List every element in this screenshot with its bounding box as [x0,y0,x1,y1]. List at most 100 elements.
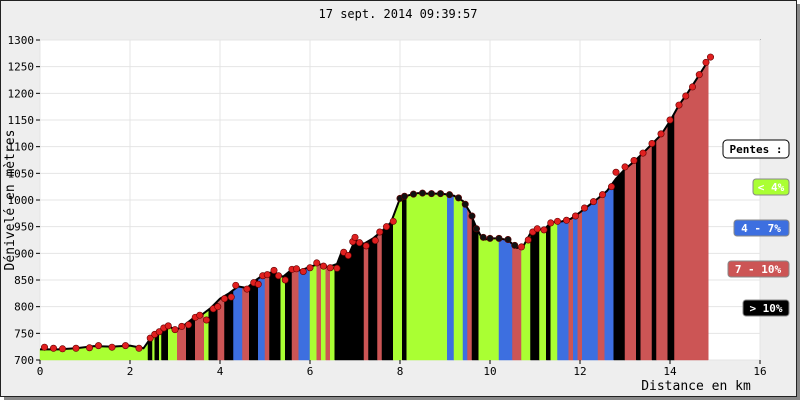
profile-marker [562,216,570,224]
profile-marker [344,251,352,259]
y-tick-label: 950 [14,221,34,234]
x-tick-label: 0 [37,365,44,378]
profile-marker [511,241,519,249]
profile-marker [648,139,656,147]
slope-segment [325,266,331,361]
profile-marker [675,101,683,109]
profile-marker [479,233,487,241]
slope-segment [316,263,322,361]
profile-marker [702,58,710,66]
slope-segment [471,216,479,361]
slope-segment [624,158,637,361]
profile-marker [274,272,282,280]
profile-marker [621,163,629,171]
slope-segment [309,264,317,361]
profile-marker [108,343,116,351]
profile-marker [598,191,606,199]
slope-segment [264,272,270,361]
slope-segment [546,221,551,361]
profile-marker [95,342,103,350]
profile-marker [580,204,588,212]
profile-marker [461,200,469,208]
profile-marker [495,234,503,242]
x-tick-label: 12 [573,365,586,378]
profile-marker [122,342,130,350]
y-axis-ticks: 700 750 800 850 900 950 1000 1050 1100 1150 1200 12… [8,34,40,367]
slope-segment [233,286,243,361]
slope-areas [39,59,709,361]
profile-marker [589,198,597,206]
profile-marker [254,280,262,288]
y-tick-label: 900 [14,247,34,260]
y-tick-label: 1000 [8,194,35,207]
profile-marker [270,266,278,274]
y-tick-label: 1250 [8,61,35,74]
x-axis-label: Distance en km [641,379,751,394]
x-tick-label: 8 [397,365,404,378]
slope-segment [363,240,369,361]
profile-marker [263,271,271,279]
legend-swatch-4-7 [733,219,790,237]
profile-marker [504,235,512,243]
profile-marker [486,234,494,242]
x-axis-ticks: 0 2 4 6 8 10 12 14 16 [37,360,767,378]
frame-shadow-right [797,4,800,400]
slope-segment [298,266,311,361]
profile-marker [524,236,532,244]
profile-marker [319,262,327,270]
profile-marker [243,285,251,293]
slope-segment [249,277,259,361]
slope-segment [498,238,513,361]
profile-marker [155,328,163,336]
x-tick-label: 2 [127,365,134,378]
slope-segment [368,234,378,361]
y-tick-label: 1050 [8,167,35,180]
slope-segment [321,264,326,361]
slope-segment [269,271,281,361]
slope-segment [582,197,599,361]
profile-marker [540,226,548,234]
profile-marker [400,192,408,200]
profile-marker [203,316,211,324]
profile-marker [454,194,462,202]
profile-marker [49,344,57,352]
profile-marker [688,83,696,91]
y-tick-label: 800 [14,301,34,314]
profile-marker [445,191,453,199]
slope-segment [406,192,448,361]
legend-label-7-10: 7 - 10% [735,263,782,276]
frame-shadow-bottom [4,397,800,400]
profile-marker [362,242,370,250]
slope-segment [613,168,626,361]
profile-marker [607,183,615,191]
slope-segment [467,207,473,361]
y-tick-label: 750 [14,327,34,340]
legend-swatch-7-10 [727,260,790,278]
profile-marker [196,311,204,319]
slope-segment [377,230,383,361]
slope-segment [656,123,668,361]
y-tick-label: 1200 [8,87,35,100]
slope-segment [667,112,675,361]
slope-segment [330,264,335,361]
profile-marker [418,189,426,197]
x-tick-label: 6 [307,365,314,378]
profile-marker [682,92,690,100]
slope-segment [597,192,605,361]
profile-marker [657,130,665,138]
slope-segment [640,143,653,361]
slope-segment [539,226,547,361]
legend: Pentes : < 4% 4 - 7% 7 - 10% > 10% [722,139,790,317]
slope-segment [530,228,540,361]
slope-segment [381,216,394,361]
slope-segment [242,285,250,361]
slope-segment [462,200,468,361]
slope-segment [291,269,299,361]
slope-segment [447,194,455,361]
profile-marker [333,264,341,272]
x-tick-label: 4 [217,365,224,378]
profile-marker [227,293,235,301]
profile-marker [40,343,48,351]
profile-marker [547,219,555,227]
profile-marker [326,264,334,272]
